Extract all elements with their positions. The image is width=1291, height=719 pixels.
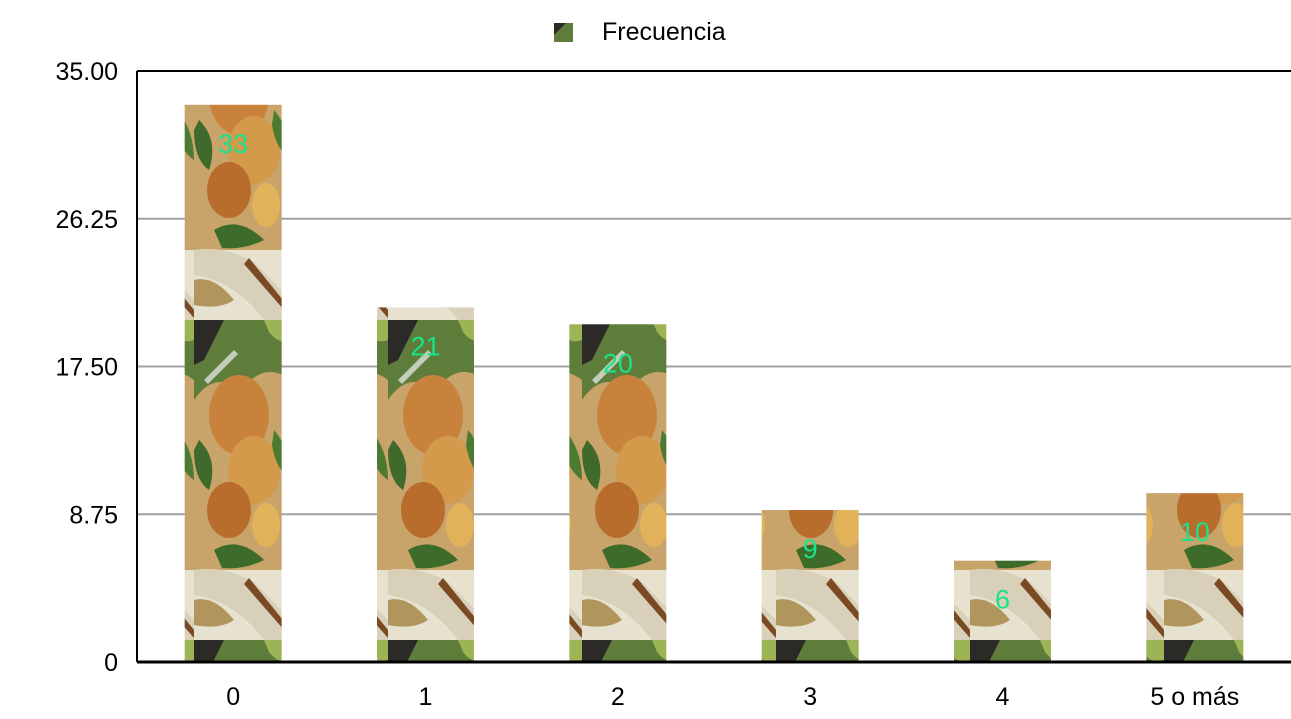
- data-label: 9: [803, 534, 818, 564]
- data-label: 10: [1180, 517, 1210, 547]
- bars: [184, 104, 1244, 663]
- y-tick-label: 26.25: [55, 206, 118, 234]
- x-axis-tick-labels: 0 1 2 3 4 5 o más: [226, 683, 1239, 711]
- legend: Frecuencia: [554, 18, 726, 46]
- bar-0: [184, 104, 282, 663]
- y-tick-label: 8.75: [69, 501, 118, 529]
- gridlines: [137, 217, 1291, 516]
- legend-label-frecuencia: Frecuencia: [602, 18, 726, 46]
- data-label: 20: [603, 348, 633, 378]
- data-labels: 33 21 20 9 6 10: [218, 129, 1210, 615]
- data-label: 21: [410, 331, 440, 361]
- y-tick-label: 35.00: [55, 58, 118, 86]
- y-axis-tick-labels: 0 8.75 17.50 26.25 35.00: [55, 58, 118, 677]
- bar-3: [761, 510, 859, 662]
- y-tick-label: 0: [104, 649, 118, 677]
- x-tick-label: 5 o más: [1150, 683, 1239, 711]
- data-label: 6: [995, 585, 1010, 615]
- x-tick-label: 3: [803, 683, 817, 711]
- bar-4: [954, 560, 1051, 662]
- x-tick-label: 2: [611, 683, 625, 711]
- bar-2: [569, 324, 667, 662]
- data-label: 33: [218, 129, 248, 159]
- x-tick-label: 1: [419, 683, 433, 711]
- axes: [136, 70, 1291, 664]
- bar-1: [377, 307, 474, 662]
- legend-swatch: [554, 23, 573, 42]
- x-tick-label: 0: [226, 683, 240, 711]
- y-tick-label: 17.50: [55, 354, 118, 382]
- bar-5-o-más: [1146, 493, 1244, 662]
- x-tick-label: 4: [996, 683, 1010, 711]
